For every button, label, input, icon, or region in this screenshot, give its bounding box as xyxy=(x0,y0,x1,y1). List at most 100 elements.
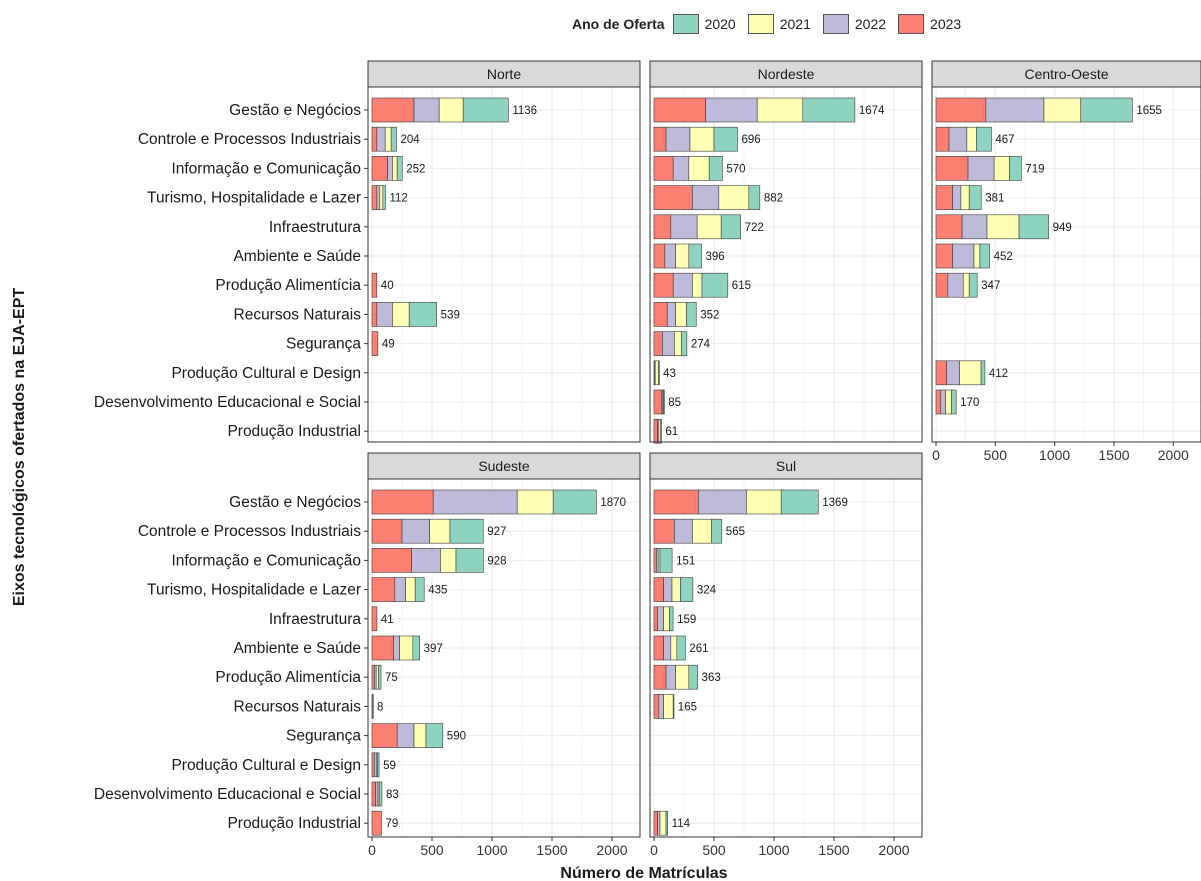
bar-total-label: 170 xyxy=(960,397,979,409)
bar-segment-2022 xyxy=(952,185,962,210)
bar-segment-2020 xyxy=(377,752,380,778)
bar-segment-2020 xyxy=(980,360,986,386)
bar-segment-2022 xyxy=(663,577,673,602)
bar-segment-2020 xyxy=(780,489,819,515)
y-tick-label: Recursos Naturais xyxy=(234,698,362,715)
bar-total-label: 8 xyxy=(377,701,383,713)
bar-segment-2021 xyxy=(659,810,667,836)
bar-segment-2023 xyxy=(371,126,378,152)
y-tick-label: Produção Alimentícia xyxy=(215,277,361,294)
bar-segment-2023 xyxy=(371,577,396,602)
bar-segment-2021 xyxy=(959,360,982,386)
bar-segment-2021 xyxy=(966,126,977,152)
y-tick-label: Infraestrutura xyxy=(269,219,362,236)
bar-segment-2022 xyxy=(658,694,664,719)
bar-total-label: 467 xyxy=(995,134,1014,146)
x-tick-label: 500 xyxy=(702,842,726,858)
x-tick-label: 1500 xyxy=(818,842,849,858)
bar-segment-2023 xyxy=(653,694,660,719)
bar-segment-2020 xyxy=(665,810,668,836)
bar-segment-2021 xyxy=(663,694,674,719)
bar-total-label: 1674 xyxy=(859,105,885,117)
bar-segment-2020 xyxy=(462,97,509,123)
bar-segment-2020 xyxy=(672,694,675,719)
bar-segment-2022 xyxy=(985,97,1045,123)
y-tick-label: Turismo, Hospitalidade e Lazer xyxy=(147,190,361,207)
bar-total-label: 949 xyxy=(1053,222,1072,234)
bar-segment-2021 xyxy=(674,331,682,356)
bar-segment-2020 xyxy=(951,389,957,415)
bar-segment-2020 xyxy=(976,126,992,152)
bar-segment-2022 xyxy=(387,156,393,181)
bar-segment-2020 xyxy=(396,156,403,181)
legend-label-2020: 2020 xyxy=(704,16,736,32)
bar-segment-2023 xyxy=(935,243,953,269)
bar-segment-2022 xyxy=(948,126,968,152)
bar-total-label: 324 xyxy=(697,585,717,597)
bar-segment-2020 xyxy=(408,302,437,327)
bar-segment-2023 xyxy=(371,272,378,298)
facet-label-centro-oeste: Centro-Oeste xyxy=(1024,66,1108,82)
bar-segment-2023 xyxy=(653,302,668,327)
bar-segment-2020 xyxy=(378,664,382,690)
legend-key-2023 xyxy=(898,14,925,34)
bar-total-label: 83 xyxy=(386,789,399,801)
bar-segment-2021 xyxy=(960,185,970,210)
bar-segment-2022 xyxy=(705,97,758,123)
legend-label-2021: 2021 xyxy=(779,16,811,32)
bar-segment-2021 xyxy=(399,635,414,661)
bar-segment-2023 xyxy=(935,156,969,181)
bar-segment-2023 xyxy=(371,302,378,327)
x-tick-label: 0 xyxy=(932,447,940,463)
bar-segment-2020 xyxy=(701,272,729,298)
bar-total-label: 41 xyxy=(381,614,394,626)
bar-segment-2020 xyxy=(711,518,723,544)
legend-key-2021 xyxy=(747,14,774,34)
y-tick-label: Produção Cultural e Design xyxy=(171,365,361,382)
bar-segment-2022 xyxy=(396,723,415,748)
y-tick-label: Produção Alimentícia xyxy=(215,669,361,686)
bar-total-label: 412 xyxy=(989,368,1008,380)
x-tick-label: 500 xyxy=(420,842,444,858)
x-tick-label: 1000 xyxy=(476,842,507,858)
bar-segment-2023 xyxy=(371,489,434,515)
y-tick-label: Gestão e Negócios xyxy=(229,102,361,119)
bar-segment-2021 xyxy=(688,156,710,181)
bar-segment-2021 xyxy=(413,723,427,748)
x-tick-label: 2000 xyxy=(878,842,909,858)
bar-segment-2022 xyxy=(663,635,672,661)
y-tick-label: Informação e Comunicação xyxy=(171,552,361,569)
bar-total-label: 347 xyxy=(981,280,1000,292)
x-tick-label: 1000 xyxy=(758,842,789,858)
bar-segment-2023 xyxy=(371,548,412,573)
facet-strip-nordeste xyxy=(649,60,923,88)
bar-segment-2023 xyxy=(653,606,658,632)
y-tick-label: Segurança xyxy=(286,728,361,745)
bar-segment-2023 xyxy=(653,97,706,123)
y-tick-label: Produção Cultural e Design xyxy=(171,757,361,774)
bar-segment-2020 xyxy=(659,548,673,573)
bar-segment-2021 xyxy=(945,389,952,415)
y-tick-label: Recursos Naturais xyxy=(234,306,362,323)
bar-total-label: 363 xyxy=(702,672,721,684)
bar-segment-2022 xyxy=(376,302,393,327)
bar-segment-2020 xyxy=(449,518,484,544)
facet-strip-norte xyxy=(367,60,641,88)
bar-segment-2020 xyxy=(552,489,597,515)
bar-total-label: 274 xyxy=(691,339,711,351)
bar-segment-2022 xyxy=(657,606,664,632)
y-tick-label: Controle e Processos Industriais xyxy=(138,131,361,148)
bar-total-label: 539 xyxy=(441,309,460,321)
bar-segment-2021 xyxy=(392,156,398,181)
y-tick-label: Produção Industrial xyxy=(227,423,361,440)
bar-segment-2022 xyxy=(374,752,378,778)
bar-segment-2021 xyxy=(689,126,715,152)
bar-segment-2023 xyxy=(371,810,382,836)
bar-total-label: 1870 xyxy=(600,497,626,509)
bar-segment-2021 xyxy=(375,664,379,690)
legend-label-2023: 2023 xyxy=(930,16,962,32)
bar-total-label: 928 xyxy=(487,555,506,567)
bar-segment-2023 xyxy=(653,272,674,298)
x-axis-title: Número de Matrículas xyxy=(560,865,727,881)
bar-total-label: 261 xyxy=(689,643,708,655)
